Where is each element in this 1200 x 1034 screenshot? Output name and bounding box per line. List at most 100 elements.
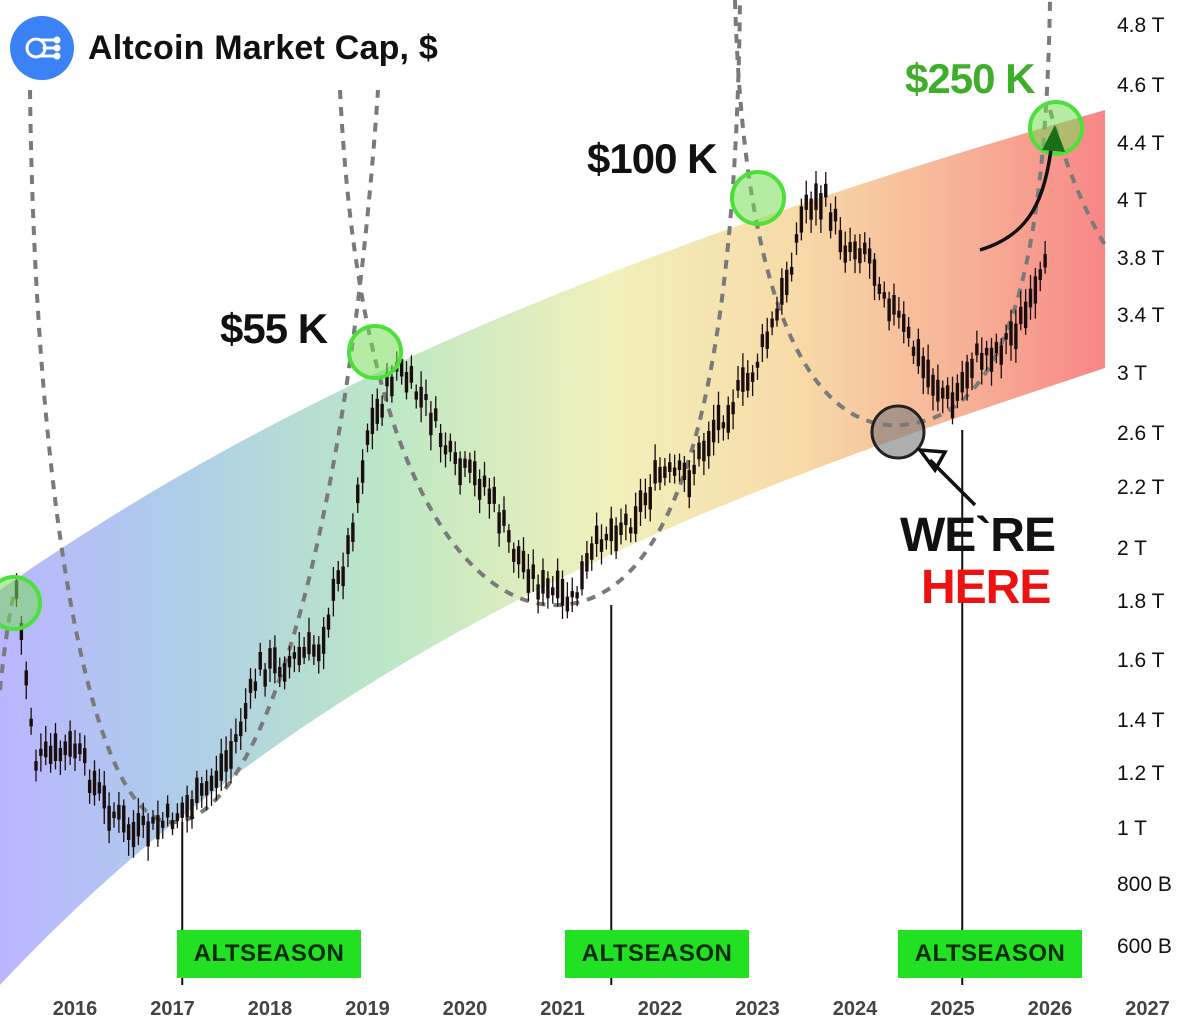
- candle-body: [989, 347, 994, 372]
- candle-body: [1019, 306, 1023, 325]
- candle-body: [234, 734, 238, 742]
- candle-body: [546, 578, 550, 599]
- candle-body: [92, 770, 97, 796]
- candle-body: [614, 525, 618, 552]
- candle-body: [331, 578, 336, 601]
- peak-label-2019: $55 K: [220, 305, 328, 352]
- candle-body: [126, 824, 131, 840]
- candle-body: [287, 655, 292, 668]
- candle-body: [122, 805, 126, 833]
- bottom-circle: [870, 404, 926, 460]
- y-tick-label: 800 B: [1117, 873, 1172, 896]
- candle-body: [785, 269, 789, 296]
- candle-body: [692, 464, 696, 475]
- candle-body: [297, 646, 301, 666]
- candle-body: [594, 525, 599, 545]
- candle-body: [141, 815, 145, 826]
- candle-body: [185, 795, 189, 818]
- candle-body: [424, 393, 428, 401]
- candle-body: [39, 748, 43, 756]
- candle-body: [575, 592, 579, 599]
- candle-body: [219, 753, 223, 781]
- candle-body: [872, 259, 877, 286]
- candle-body: [702, 440, 706, 462]
- candle-body: [239, 721, 243, 737]
- candle-body: [955, 382, 960, 401]
- candle-body: [180, 802, 184, 818]
- peak-label-projected: $250 K: [905, 55, 1035, 102]
- y-tick-label: 4.8 T: [1117, 14, 1165, 37]
- candle-body: [356, 484, 360, 504]
- candle-body: [360, 460, 365, 483]
- candle-body: [195, 777, 199, 803]
- network-logo-icon: [10, 16, 74, 80]
- candle-body: [307, 632, 311, 655]
- candle-body: [112, 811, 116, 819]
- candle-body: [541, 570, 545, 594]
- x-tick-label: 2026: [1027, 998, 1073, 1020]
- y-tick-label: 1.8 T: [1117, 590, 1165, 613]
- candle-body: [390, 376, 394, 397]
- candle-body: [321, 626, 326, 654]
- candle-body: [926, 359, 930, 388]
- candle-body: [663, 466, 667, 478]
- candle-body: [804, 194, 808, 210]
- candle-body: [945, 385, 950, 400]
- altseason-badge-2017: ALTSEASON: [177, 930, 361, 978]
- candle-body: [370, 407, 375, 435]
- candle-body: [463, 458, 467, 468]
- candle-body: [214, 770, 219, 788]
- chart-header: Altcoin Market Cap, $: [10, 16, 438, 80]
- candle-body: [828, 212, 833, 231]
- candle-body: [102, 785, 106, 809]
- cycle-circles: [0, 100, 1084, 631]
- candle-body: [633, 506, 638, 534]
- candle-body: [653, 460, 657, 484]
- candle-body: [565, 596, 570, 612]
- candle-body: [853, 241, 857, 260]
- candle-body: [1009, 321, 1013, 346]
- candle-body: [63, 741, 67, 756]
- candle-body: [399, 359, 404, 377]
- candle-body: [999, 345, 1003, 365]
- y-tick-label: 3 T: [1117, 362, 1147, 385]
- y-tick-label: 1.4 T: [1117, 709, 1165, 732]
- candle-body: [638, 490, 643, 512]
- candle-body: [24, 670, 28, 686]
- candle-body: [258, 651, 262, 670]
- candle-body: [224, 750, 228, 772]
- candle-body: [531, 564, 535, 579]
- candle-body: [1004, 333, 1008, 340]
- cycle-curve: [338, 0, 742, 608]
- candle-body: [687, 470, 691, 498]
- candle-body: [580, 561, 584, 590]
- candle-body: [414, 391, 418, 400]
- candle-body: [643, 492, 648, 506]
- annotation-arrows: [916, 125, 1065, 507]
- candle-body: [716, 404, 721, 431]
- peak-label-2023: $100 K: [587, 135, 717, 182]
- candle-body: [780, 277, 784, 305]
- y-tick-label: 2.2 T: [1117, 476, 1165, 499]
- candle-body: [136, 813, 141, 837]
- candle-body: [156, 815, 160, 840]
- candle-body: [1023, 301, 1028, 329]
- candle-body: [317, 644, 321, 662]
- candle-body: [760, 334, 765, 348]
- candle-body: [746, 372, 750, 391]
- altseason-badge-2025: ALTSEASON: [898, 930, 1082, 978]
- candle-body: [117, 804, 121, 820]
- candle-body: [312, 644, 316, 657]
- x-tick-label: 2024: [832, 998, 878, 1020]
- candle-body: [1028, 288, 1033, 308]
- y-tick-label: 3.4 T: [1117, 304, 1165, 327]
- candle-body: [902, 313, 906, 332]
- projection-arrow-head: [1042, 125, 1065, 152]
- candle-body: [131, 821, 136, 848]
- peak-circle: [730, 170, 786, 226]
- candle-body: [29, 718, 33, 727]
- candle-body: [409, 366, 414, 383]
- candle-body: [848, 242, 852, 253]
- candle-body: [170, 820, 175, 830]
- candle-body: [190, 799, 194, 820]
